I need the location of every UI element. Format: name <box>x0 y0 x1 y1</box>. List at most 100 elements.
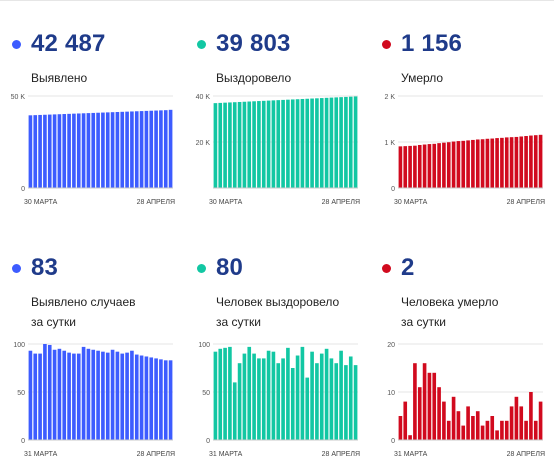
bar <box>247 101 252 188</box>
y-tick-label: 20 K <box>196 140 211 147</box>
bar <box>442 401 446 440</box>
panel-cumulative-cases: 42 487 Выявлено 0 50 K 30 МАРТА 28 АПРЕЛЯ <box>11 30 182 210</box>
bar <box>315 363 319 440</box>
bar <box>471 139 475 188</box>
bar <box>398 146 403 188</box>
y-tick-label: 0 <box>21 186 25 193</box>
bar <box>533 420 538 440</box>
bar <box>519 136 524 188</box>
bar <box>529 135 533 188</box>
bar <box>43 344 47 440</box>
bar <box>228 346 232 440</box>
bar <box>81 113 86 188</box>
bar <box>413 363 417 440</box>
bar <box>480 425 485 440</box>
bar <box>538 401 543 440</box>
x-tick-label-end: 28 АПРЕЛЯ <box>507 451 545 458</box>
bar <box>52 349 57 440</box>
bar <box>310 98 314 188</box>
stat-label: Человек выздоровело <box>216 295 340 309</box>
y-tick-label: 1 K <box>384 140 395 147</box>
bar <box>466 406 470 440</box>
bar <box>286 347 290 440</box>
bar <box>105 112 110 188</box>
bar <box>432 143 437 188</box>
bar <box>257 101 261 188</box>
bar <box>514 136 519 188</box>
bar <box>33 115 38 188</box>
bar <box>261 100 266 188</box>
legend-dot <box>197 39 206 49</box>
bar <box>533 135 538 188</box>
chart-daily-recovered: 0 50 100 31 МАРТА 28 АПРЕЛЯ <box>198 342 360 458</box>
bar <box>432 372 437 440</box>
bar <box>223 102 227 188</box>
bar <box>72 113 76 188</box>
bar <box>149 357 154 440</box>
x-tick-label-end: 28 АПРЕЛЯ <box>137 199 175 206</box>
stat-label: Выявлено случаев <box>31 295 136 309</box>
stat-label: Умерло <box>401 71 444 85</box>
bar <box>417 387 422 440</box>
x-tick-label-start: 30 МАРТА <box>209 199 243 206</box>
stat-label: Человека умерло <box>401 295 499 309</box>
bar <box>130 350 134 440</box>
x-tick-label-start: 31 МАРТА <box>24 451 58 458</box>
chart-daily-cases: 0 50 100 31 МАРТА 28 АПРЕЛЯ <box>13 342 175 458</box>
bar <box>295 355 300 440</box>
bar <box>120 111 125 188</box>
bar <box>47 344 52 440</box>
bar <box>91 349 96 440</box>
bar <box>72 353 76 440</box>
chart-cumulative-recovered: 20 K 40 K 30 МАРТА 28 АПРЕЛЯ <box>196 94 360 206</box>
bar <box>451 141 456 188</box>
y-tick-label: 2 K <box>384 94 395 101</box>
x-tick-label-start: 30 МАРТА <box>394 199 428 206</box>
y-tick-label: 10 <box>387 390 395 397</box>
bar <box>232 382 237 440</box>
bar <box>276 100 281 188</box>
bar <box>408 435 412 440</box>
bar <box>319 98 324 188</box>
y-tick-label: 100 <box>13 342 25 349</box>
bar <box>139 355 144 440</box>
bar <box>339 350 343 440</box>
bar <box>242 353 247 440</box>
bar <box>334 97 339 188</box>
bar <box>324 348 329 440</box>
bar <box>110 112 115 188</box>
bar <box>485 420 490 440</box>
bar <box>213 351 218 440</box>
bar <box>115 351 120 440</box>
bar <box>324 97 329 188</box>
bar <box>408 145 412 188</box>
stat-number: 83 <box>31 254 59 281</box>
bar <box>144 110 149 188</box>
bar <box>163 360 168 440</box>
bar <box>76 113 81 188</box>
bar <box>509 137 514 188</box>
bar <box>485 138 490 188</box>
bar <box>348 356 353 440</box>
bar <box>422 144 427 188</box>
bar <box>247 346 252 440</box>
bar <box>524 420 528 440</box>
bar <box>504 137 509 188</box>
bar <box>159 110 163 188</box>
bar <box>442 142 446 188</box>
bar <box>427 144 432 188</box>
legend-dot <box>12 39 21 49</box>
bar <box>329 97 334 188</box>
bar <box>38 114 42 188</box>
top-divider <box>0 0 554 1</box>
bar <box>115 112 120 188</box>
stat-number: 1 156 <box>401 30 463 57</box>
bar <box>271 351 276 440</box>
bar <box>413 145 417 188</box>
bar <box>154 110 158 188</box>
panel-cumulative-recovered: 39 803 Выздоровело 20 K 40 K 30 МАРТА 28 АП… <box>196 30 367 210</box>
bar <box>223 347 227 440</box>
bar <box>81 346 86 440</box>
bar <box>86 113 91 188</box>
bar <box>319 353 324 440</box>
